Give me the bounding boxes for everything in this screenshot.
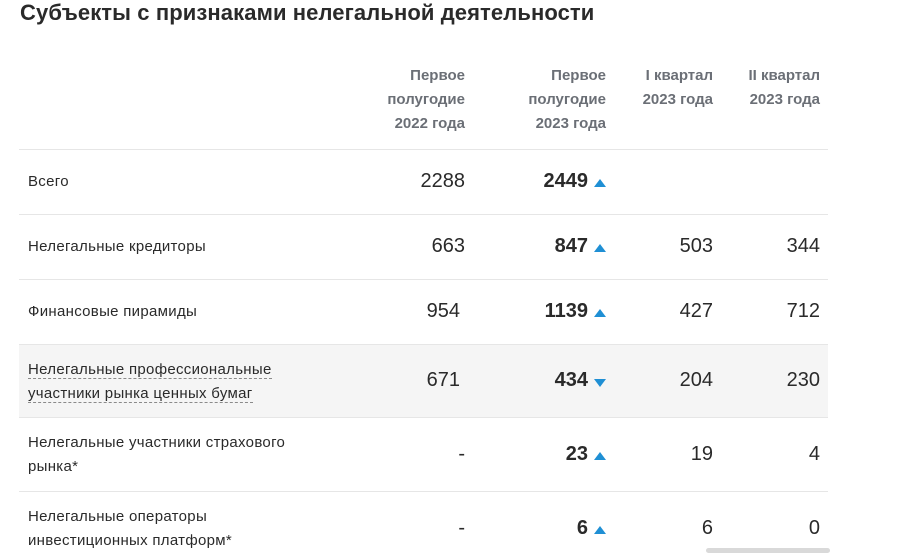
row-label-line1: Нелегальные участники страхового [28,434,286,451]
column-header-h1-2023: Первое полугодие 2023 года [528,67,606,132]
data-table: Первое полугодие 2022 года Первое полуго… [19,60,828,556]
table-row-investment-platform-operators: Нелегальные операторы инвестиционных пла… [19,492,828,556]
row-label-line2[interactable]: участники рынка ценных бумаг [28,385,253,403]
cell-h1-2022: - [458,517,465,539]
table-row-illegal-lenders: Нелегальные кредиторы 663 847 503 344 [19,215,828,280]
trend-up-icon [594,309,606,317]
row-label[interactable]: Нелегальные профессиональные участники р… [28,358,272,406]
cell-h1-2023: 2449 [543,170,589,192]
cell-h1-2022: - [458,443,465,465]
row-label: Всего [28,173,69,190]
cell-h1-2023: 434 [554,369,588,391]
cell-q1-2023: 503 [679,235,713,257]
trend-up-icon [594,179,606,187]
trend-up-icon [594,244,606,252]
cell-h1-2022: 2288 [420,170,466,192]
cell-q1-2023: 427 [679,300,713,322]
cell-q2-2023: 4 [808,443,820,465]
column-header-q2-2023: II квартал 2023 года [748,67,820,108]
cell-q1-2023: 19 [690,443,713,465]
table-row-total: Всего 2288 2449 [19,150,828,215]
cell-h1-2023: 847 [554,235,588,257]
table-row-pyramids: Финансовые пирамиды 954 1139 427 712 [19,280,828,345]
table-row-securities-participants: Нелегальные профессиональные участники р… [19,345,828,418]
row-label-line1[interactable]: Нелегальные профессиональные [28,361,272,379]
cell-q2-2023: 0 [808,517,820,539]
cell-h1-2022: 954 [426,300,460,322]
column-header-q1-2023: I квартал 2023 года [642,67,713,108]
row-label: Нелегальные операторы инвестиционных пла… [28,505,232,553]
cell-h1-2023: 1139 [544,300,588,322]
table-header: Первое полугодие 2022 года Первое полуго… [19,60,828,150]
row-label-line2: инвестиционных платформ* [28,532,233,549]
cell-q2-2023: 230 [786,369,820,391]
trend-down-icon [594,379,606,387]
row-label: Нелегальные кредиторы [28,238,206,255]
cell-q2-2023: 344 [786,235,820,257]
table-row-insurance-participants: Нелегальные участники страхового рынка* … [19,418,828,492]
column-header-h1-2022: Первое полугодие 2022 года [387,67,465,132]
cell-h1-2023: 23 [565,443,588,465]
trend-up-icon [594,452,606,460]
row-label-line1: Нелегальные операторы [28,508,208,525]
row-label: Финансовые пирамиды [28,303,198,320]
cell-h1-2023: 6 [576,517,588,539]
cell-h1-2022: 663 [431,235,465,257]
row-label-line2: рынка* [28,458,79,475]
cell-q1-2023: 6 [701,517,713,539]
page-title: Субъекты с признаками нелегальной деятел… [20,0,595,25]
trend-up-icon [594,526,606,534]
horizontal-scrollbar[interactable] [706,548,830,553]
cell-h1-2022: 671 [426,369,460,391]
row-label: Нелегальные участники страхового рынка* [28,431,285,479]
cell-q1-2023: 204 [679,369,713,391]
cell-q2-2023: 712 [786,300,820,322]
